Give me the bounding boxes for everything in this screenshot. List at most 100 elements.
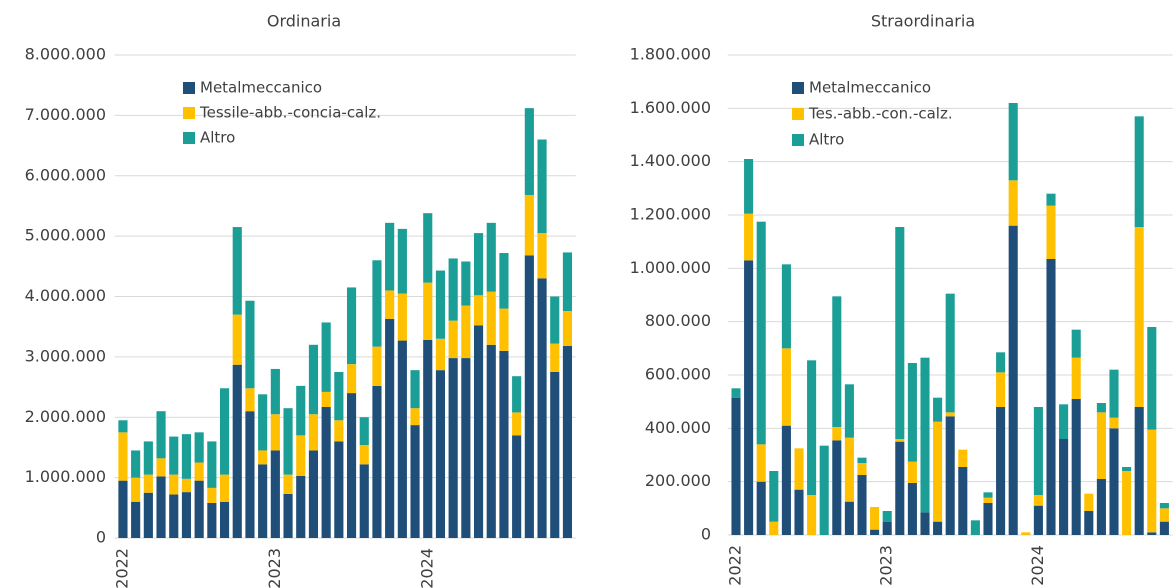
bar-segment — [308, 344, 319, 415]
y-tick-label: 1.600.000 — [630, 98, 711, 117]
bar-segment — [410, 425, 420, 538]
y-tick-label: 6.000.000 — [25, 165, 106, 184]
bar-segment — [296, 435, 306, 476]
bar-segment — [461, 358, 471, 538]
bar-segment — [423, 282, 433, 340]
bar-segment — [296, 475, 306, 538]
bar-segment — [410, 370, 420, 409]
bar-segment — [550, 343, 560, 372]
bar-segment — [857, 475, 867, 535]
legend-label: Metalmeccanico — [809, 79, 931, 97]
bar-segment — [870, 507, 880, 530]
bar-segment — [945, 416, 955, 535]
bar-segment — [194, 480, 204, 538]
bar-segment — [423, 339, 433, 538]
bar-segment — [1071, 329, 1081, 358]
bar-segment — [131, 501, 141, 538]
bar-segment — [562, 346, 573, 538]
bar-segment — [933, 397, 943, 422]
bar-segment — [945, 412, 955, 417]
y-tick-label: 5.000.000 — [25, 226, 106, 245]
bar-segment — [1059, 404, 1069, 439]
y-tick-label: 200.000 — [645, 471, 711, 490]
bar-segment — [270, 450, 280, 538]
bar-segment — [499, 308, 509, 351]
bar-segment — [781, 425, 791, 535]
bar-segment — [169, 436, 179, 475]
bar-segment — [1159, 508, 1169, 522]
bar-segment — [473, 295, 484, 326]
bar-segment — [870, 529, 880, 535]
bar-segment — [473, 325, 484, 538]
y-tick-label: 1.400.000 — [630, 151, 711, 170]
bar-segment — [562, 310, 573, 347]
legend-label: Altro — [809, 131, 844, 149]
bar-segment — [207, 441, 217, 488]
x-tick-label: 2024 — [417, 548, 436, 588]
bar-segment — [832, 440, 842, 535]
bar-segment — [219, 501, 230, 538]
bar-segment — [1147, 429, 1157, 533]
bar-segment — [461, 261, 471, 306]
bar-segment — [448, 258, 458, 321]
bar-segment — [499, 350, 509, 538]
bar-segment — [1033, 407, 1043, 495]
bar-segment — [524, 255, 534, 538]
legend-swatch — [792, 134, 804, 146]
x-tick-label: 2022 — [726, 545, 745, 586]
bar-segment — [486, 344, 496, 538]
bar-segment — [1046, 205, 1056, 259]
bar-segment — [945, 293, 955, 413]
legend-label: Altro — [200, 129, 235, 147]
bar-segment — [131, 477, 141, 502]
bar-segment — [156, 458, 166, 477]
y-tick-label: 3.000.000 — [25, 346, 106, 365]
bar-segment — [346, 364, 357, 394]
bar-segment — [308, 414, 319, 451]
bar-segment — [512, 376, 522, 413]
y-tick-label: 0 — [701, 525, 711, 544]
bar-segment — [756, 481, 766, 535]
bar-segment — [537, 278, 547, 538]
bar-segment — [296, 385, 306, 436]
bar-segment — [448, 320, 458, 359]
bar-segment — [970, 520, 980, 535]
chart-title: Straordinaria — [871, 12, 975, 31]
bar-segment — [731, 388, 741, 398]
y-tick-label: 1.000.000 — [25, 467, 106, 486]
legend-swatch — [792, 82, 804, 94]
bar-segment — [283, 493, 293, 538]
bar-segment — [385, 290, 395, 319]
bar-segment — [832, 427, 842, 441]
bar-segment — [334, 371, 344, 421]
bar-segment — [756, 221, 766, 445]
bar-segment — [920, 512, 930, 535]
bar-segment — [537, 139, 547, 234]
bar-segment — [1008, 225, 1018, 535]
bar-segment — [1008, 180, 1018, 226]
legend-label: Tessile-abb.-concia-calz. — [199, 104, 381, 122]
bar-segment — [245, 388, 255, 412]
x-tick-label: 2024 — [1028, 545, 1047, 586]
bar-segment — [1033, 505, 1043, 535]
bar-segment — [744, 159, 754, 214]
bar-segment — [232, 364, 242, 538]
bar-segment — [1159, 503, 1169, 509]
bar-segment — [807, 495, 817, 535]
y-tick-label: 800.000 — [645, 311, 711, 330]
bar-segment — [372, 385, 382, 538]
bar-segment — [156, 476, 166, 538]
bar-segment — [194, 432, 204, 463]
bar-segment — [983, 503, 993, 535]
bar-segment — [895, 227, 905, 439]
bar-segment — [756, 444, 766, 482]
bar-segment — [461, 305, 471, 359]
bar-segment — [744, 213, 754, 261]
x-tick-label: 2023 — [877, 545, 896, 586]
bar-segment — [794, 489, 804, 535]
bar-segment — [359, 445, 369, 465]
bar-segment — [486, 291, 496, 345]
bar-segment — [423, 213, 433, 283]
bar-segment — [562, 252, 573, 311]
